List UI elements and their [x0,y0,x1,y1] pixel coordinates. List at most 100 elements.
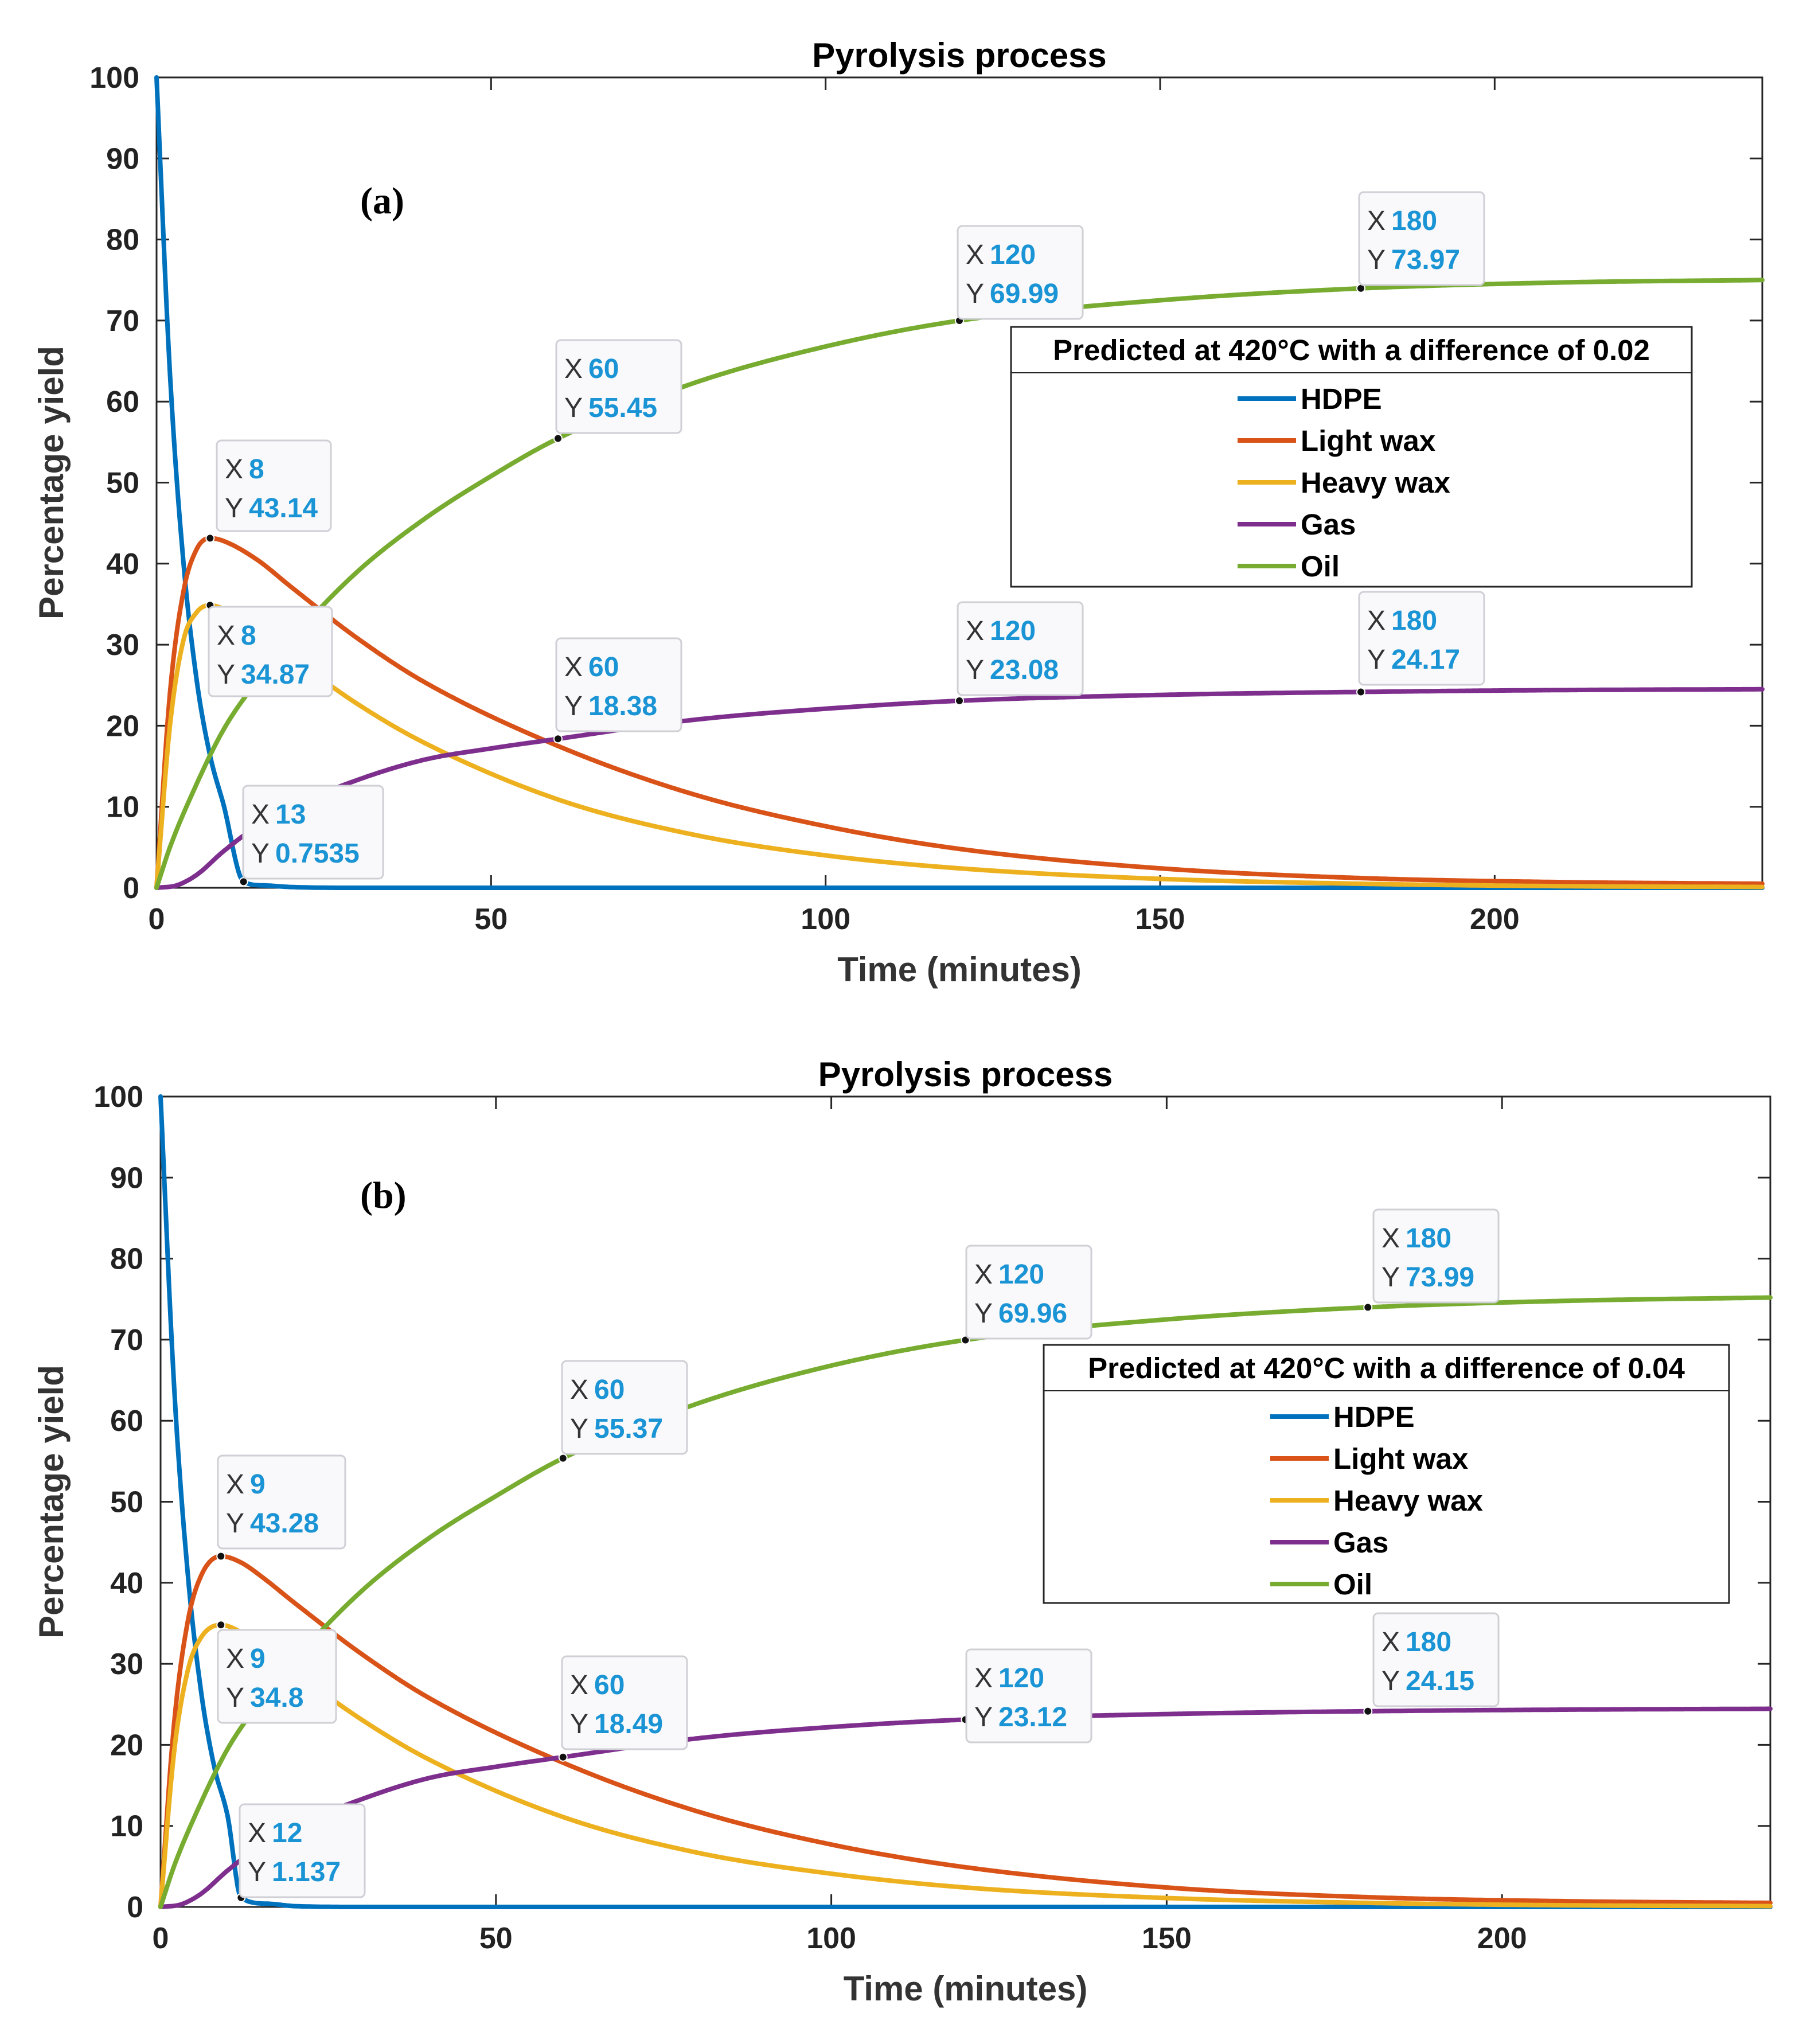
datatip-y-value: 69.96 [998,1298,1067,1329]
datatip-marker [1363,1706,1373,1716]
datatip-box [1358,591,1485,686]
x-tick-label: 150 [1135,903,1185,936]
datatip-y-value: 73.99 [1406,1262,1474,1293]
datatip-y-value: 43.14 [249,493,318,524]
datatip-y-key: Y [570,1709,588,1739]
x-tick-label: 100 [806,1922,856,1955]
datatip-x-value: 9 [250,1469,266,1500]
legend-entry-label: Oil [1333,1568,1372,1601]
datatip-x-key: X [1367,206,1386,236]
datatip-x-value: 180 [1406,1627,1451,1657]
datatip-marker [558,1453,568,1463]
datatip-y-key: Y [966,279,984,309]
datatip: X 60Y 55.45 [555,339,682,434]
legend-entry-label: Gas [1301,508,1356,541]
datatip-y-value: 34.87 [241,660,310,690]
datatip-y-value: 34.8 [250,1683,303,1713]
x-tick-label: 50 [479,1922,513,1955]
datatip: X 9Y 34.8 [217,1629,337,1724]
y-tick-label: 60 [110,1405,143,1438]
datatip-y-value: 0.7535 [275,838,360,869]
datatip-marker [216,1620,226,1630]
datatip-y-key: Y [564,691,583,721]
datatip-x-value: 120 [990,240,1036,270]
datatip-y-key: Y [251,838,270,869]
y-axis-label: Percentage yield [32,346,71,619]
legend-entry-label: Gas [1333,1526,1388,1559]
x-tick-label: 50 [474,903,508,936]
datatip-box [217,1629,337,1724]
x-axis-label: Time (minutes) [837,950,1082,989]
y-tick-label: 40 [110,1567,143,1600]
legend-box [1010,326,1693,588]
x-tick-label: 100 [801,903,850,936]
datatip-marker [1356,687,1365,697]
datatip-y-key: Y [1381,1666,1400,1696]
y-tick-label: 90 [106,142,139,175]
datatip-box [965,1245,1092,1340]
legend-entry-label: Light wax [1301,424,1435,457]
datatip-box [217,1454,346,1550]
y-tick-label: 100 [89,61,139,95]
datatip-y-key: Y [974,1702,993,1733]
datatip-x-key: X [226,1644,244,1674]
datatip-y-value: 73.97 [1391,245,1460,275]
y-tick-label: 100 [93,1080,143,1114]
chart-panel-a: 0 10 20 30 40 50 60 70 80 90 100 0 50 100 150 200 Pyroly… [32,36,1765,989]
y-tick-label: 50 [106,467,139,500]
y-tick-label: 0 [123,872,139,905]
datatip-box [216,439,332,532]
datatip: X 60Y 18.49 [561,1655,688,1750]
datatip-y-key: Y [226,1683,244,1713]
datatip-x-value: 120 [998,1259,1044,1290]
y-tick-label: 70 [110,1324,143,1357]
x-axis-label: Time (minutes) [844,1969,1088,2008]
datatip-x-value: 8 [241,621,256,651]
datatip-marker [216,1551,226,1561]
datatip-x-key: X [248,1818,266,1848]
datatip-box [561,1655,688,1750]
datatip: X 13Y 0.7535 [242,785,384,880]
datatip-x-value: 9 [250,1644,266,1674]
panel-label: (b) [360,1175,407,1216]
datatip-y-key: Y [225,493,243,524]
datatip-x-value: 180 [1391,206,1437,236]
datatip-y-key: Y [564,393,583,423]
datatip-x-key: X [1367,606,1386,636]
datatip-y-value: 23.12 [998,1702,1067,1733]
datatip-y-key: Y [1381,1262,1400,1293]
datatip-x-key: X [564,652,583,682]
y-tick-label: 0 [127,1891,143,1924]
datatip-y-key: Y [570,1414,588,1444]
y-tick-label: 30 [106,629,139,662]
datatip-y-value: 24.17 [1391,645,1460,675]
datatip: X 60Y 55.37 [561,1360,688,1455]
datatip-box [561,1360,688,1455]
series-line-light-wax [154,536,1765,890]
datatip-x-value: 180 [1406,1223,1451,1254]
datatip: X 12Y 1.137 [239,1803,366,1898]
chart-title: Pyrolysis process [812,36,1107,75]
datatip-box [239,1803,366,1898]
datatip-y-value: 18.49 [594,1709,663,1739]
panel-label: (a) [360,180,404,222]
legend-entry-label: Heavy wax [1333,1484,1483,1517]
datatip-x-key: X [251,799,270,830]
datatip-y-value: 1.137 [272,1857,341,1887]
datatip-x-key: X [564,354,583,384]
datatip-box [1372,1612,1500,1707]
series-line-heavy-wax [154,603,1765,890]
datatip-x-key: X [217,621,235,651]
y-tick-label: 70 [106,305,139,338]
datatip-y-value: 18.38 [588,691,657,721]
legend-box [1043,1344,1730,1604]
datatip-y-value: 55.45 [588,393,657,423]
datatip-x-key: X [974,1663,993,1694]
datatip-x-value: 120 [990,616,1036,646]
datatip-x-key: X [1381,1223,1400,1254]
y-tick-label: 30 [110,1648,143,1681]
datatip-y-key: Y [1367,645,1386,675]
